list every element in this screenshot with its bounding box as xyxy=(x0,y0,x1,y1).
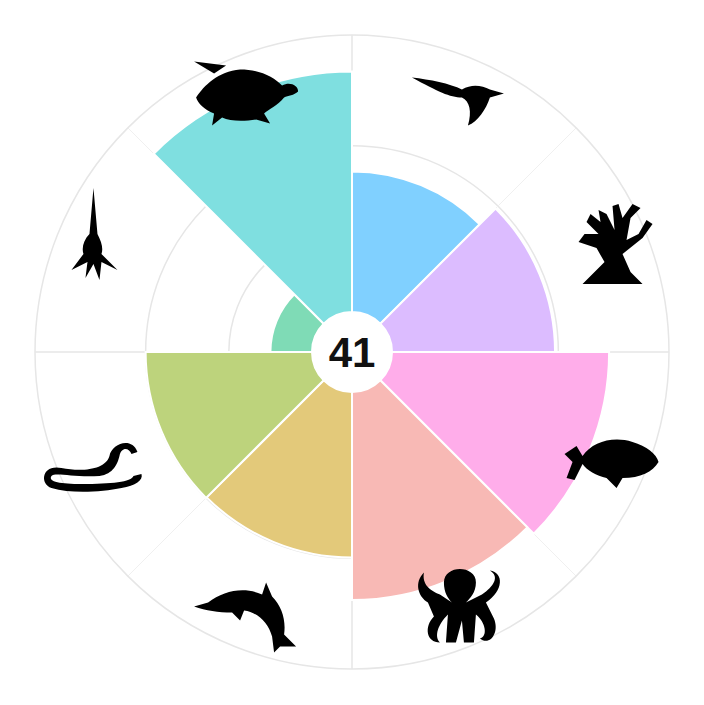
axis-range xyxy=(35,35,669,669)
center-label: 41 xyxy=(329,329,376,376)
bar xyxy=(380,208,555,352)
category-icon xyxy=(418,569,500,643)
category-icon xyxy=(44,443,142,492)
grid xyxy=(35,35,669,669)
category-icon xyxy=(412,77,504,125)
category-icon xyxy=(71,188,117,280)
chart: 41 xyxy=(0,0,704,705)
category-icon xyxy=(194,61,298,125)
category-icon xyxy=(194,583,296,653)
icons xyxy=(44,61,658,652)
bar xyxy=(352,380,527,600)
category-icon xyxy=(565,440,659,488)
bars xyxy=(146,72,609,600)
center-disc xyxy=(312,312,392,392)
category-icon xyxy=(579,204,653,284)
grid-spoke xyxy=(128,352,352,576)
grid-spoke xyxy=(352,128,576,352)
plot: 41 xyxy=(35,35,669,669)
bar xyxy=(146,352,324,498)
